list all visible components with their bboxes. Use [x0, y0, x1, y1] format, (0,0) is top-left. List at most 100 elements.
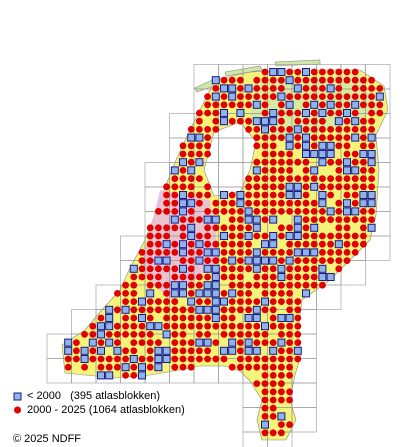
new-record: [335, 109, 343, 117]
new-record: [261, 142, 269, 150]
old-record: [228, 256, 237, 265]
new-record: [278, 101, 285, 109]
new-record: [245, 224, 253, 232]
new-record: [220, 257, 228, 264]
new-record: [245, 125, 253, 133]
new-record: [368, 208, 375, 215]
old-record: [220, 117, 228, 126]
old-record: [318, 150, 327, 158]
new-record: [163, 322, 171, 330]
new-record: [351, 109, 359, 117]
new-record: [261, 109, 269, 117]
new-record: [269, 339, 277, 346]
old-record: [162, 355, 171, 363]
new-record: [269, 355, 277, 363]
old-record: [187, 232, 196, 240]
new-record: [294, 134, 302, 142]
new-record: [179, 363, 187, 371]
legend-label: < 2000 (395 atlasblokken): [27, 390, 161, 402]
new-record: [269, 199, 277, 207]
old-record: [244, 232, 253, 240]
new-record: [155, 240, 162, 248]
old-record: [236, 109, 245, 117]
new-record: [302, 158, 310, 166]
new-record: [97, 355, 105, 363]
new-record: [294, 117, 302, 125]
old-record: [220, 297, 228, 306]
old-record: [343, 109, 351, 117]
new-record: [360, 224, 367, 232]
new-record: [196, 347, 203, 355]
new-record: [278, 125, 285, 133]
new-record: [114, 306, 121, 314]
new-record: [179, 273, 187, 281]
new-record: [269, 134, 277, 142]
new-record: [261, 281, 269, 289]
new-record: [360, 85, 367, 92]
new-record: [187, 347, 195, 355]
new-record: [130, 322, 138, 330]
new-record: [163, 314, 171, 322]
old-record: [162, 240, 171, 249]
new-record: [204, 183, 212, 191]
new-record: [327, 249, 334, 256]
new-record: [286, 339, 293, 346]
old-record: [367, 158, 376, 167]
new-record: [278, 396, 285, 404]
new-record: [302, 232, 310, 240]
new-record: [220, 265, 228, 273]
old-record: [326, 141, 335, 150]
new-record: [245, 355, 253, 363]
new-record: [335, 101, 343, 109]
old-record: [293, 125, 302, 134]
new-record: [163, 224, 171, 232]
new-record: [155, 273, 162, 281]
new-record: [212, 125, 220, 133]
new-record: [245, 93, 253, 100]
old-record: [105, 371, 114, 380]
new-record: [187, 363, 195, 371]
old-record: [146, 322, 155, 331]
new-record: [261, 265, 269, 273]
old-record: [179, 191, 187, 199]
new-record: [302, 93, 310, 100]
new-record: [368, 216, 375, 224]
new-record: [130, 306, 138, 314]
new-record: [179, 167, 187, 174]
new-record: [360, 240, 367, 248]
new-record: [302, 175, 310, 183]
new-record: [368, 142, 375, 150]
new-record: [187, 208, 195, 215]
old-record: [261, 256, 269, 265]
new-record: [89, 322, 97, 330]
new-record: [261, 216, 269, 224]
old-record: [203, 215, 212, 224]
new-record: [269, 273, 277, 281]
old-record: [228, 289, 237, 298]
new-record: [212, 224, 220, 232]
old-record: [244, 215, 253, 224]
new-record: [294, 273, 302, 281]
old-record: [220, 109, 228, 117]
old-record: [277, 264, 286, 273]
new-record: [212, 208, 220, 215]
new-record: [163, 232, 171, 240]
old-record: [187, 166, 196, 175]
new-record: [130, 372, 138, 379]
new-record: [204, 232, 212, 240]
new-record: [360, 208, 367, 215]
new-record: [204, 322, 212, 330]
new-record: [155, 232, 162, 240]
new-record: [228, 306, 236, 314]
old-record: [228, 346, 237, 355]
new-record: [269, 265, 277, 273]
new-record: [228, 298, 236, 305]
new-record: [220, 355, 228, 363]
old-record: [80, 355, 89, 363]
new-record: [310, 125, 318, 133]
new-record: [310, 265, 318, 273]
new-record: [261, 191, 269, 199]
new-record: [146, 298, 154, 305]
new-record: [360, 101, 367, 109]
old-record: [302, 289, 310, 298]
